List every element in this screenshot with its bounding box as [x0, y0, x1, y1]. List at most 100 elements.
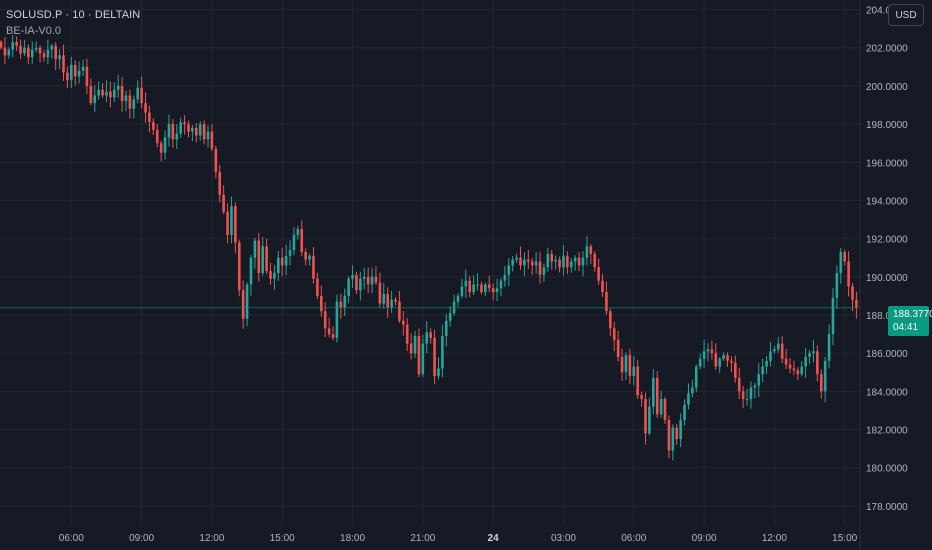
candle-body — [628, 355, 632, 377]
candle-body — [50, 45, 54, 50]
candle-body — [745, 399, 749, 400]
candle-body — [542, 267, 546, 275]
candle-body — [144, 103, 147, 113]
candle-body — [132, 99, 136, 109]
indicator-label[interactable]: BE-IA-V0.0 — [6, 25, 62, 37]
y-tick-label: 204.0000 — [866, 6, 908, 17]
y-tick-label: 188.0000 — [866, 311, 908, 322]
candle-body — [847, 261, 850, 287]
candle-body — [843, 252, 846, 262]
candle-body — [409, 343, 413, 354]
candle-body — [277, 257, 280, 273]
symbol-title[interactable]: SOLUSD.P · 10 · DELTAIN — [6, 9, 141, 21]
candle-body — [73, 64, 77, 77]
x-tick-label: 15:00 — [832, 533, 857, 544]
time-axis[interactable]: 06:00 09:00 12:00 15:00 18:00 21:00 24 03:00 06:… — [59, 533, 858, 544]
candle-body — [546, 253, 550, 268]
candle-body — [819, 374, 823, 392]
candle-body — [366, 276, 370, 285]
candle-body — [93, 95, 97, 104]
candle-body — [765, 360, 768, 367]
candle-body — [374, 276, 378, 283]
x-tick-label: 18:00 — [340, 533, 365, 544]
candle-body — [566, 255, 569, 268]
candle-body — [3, 47, 7, 56]
candle-body — [491, 288, 495, 293]
candle-body — [538, 261, 542, 275]
candle-body — [495, 288, 499, 293]
candle-body — [839, 252, 843, 273]
candle-body — [694, 366, 698, 388]
candle-body — [624, 355, 628, 373]
candle-body — [58, 55, 61, 60]
x-tick-label: 21:00 — [410, 533, 435, 544]
candle-body — [569, 261, 573, 268]
candle-body — [304, 252, 307, 260]
candle-body — [417, 336, 421, 375]
bar-countdown: 04:41 — [893, 322, 919, 333]
candle-body — [593, 253, 597, 268]
candle-body — [280, 257, 284, 266]
y-tick-label: 200.0000 — [866, 82, 908, 93]
candle-body — [851, 286, 854, 300]
candle-body — [589, 246, 593, 254]
candle-body — [42, 53, 46, 58]
candle-body — [120, 85, 124, 102]
x-tick-label: 06:00 — [59, 533, 84, 544]
candle-body — [515, 257, 518, 260]
candle-body — [562, 255, 565, 268]
x-tick-label: 06:00 — [621, 533, 646, 544]
candle-body — [105, 91, 108, 96]
candle-body — [351, 274, 354, 279]
candle-body — [429, 332, 432, 338]
candle-body — [30, 49, 34, 58]
candle-body — [413, 336, 417, 354]
last-price-tag: 188.3770 04:41 — [888, 306, 932, 336]
candle-body — [253, 240, 257, 258]
candle-body — [331, 334, 335, 338]
candle-body — [722, 355, 725, 359]
candle-body — [46, 49, 50, 58]
candle-body — [687, 393, 690, 405]
candle-body — [749, 387, 753, 399]
candle-body — [34, 47, 38, 50]
x-tick-label: 12:00 — [762, 533, 787, 544]
candle-body — [597, 267, 600, 281]
candle-body — [655, 378, 659, 415]
y-tick-label: 192.0000 — [866, 235, 908, 246]
candle-body — [355, 274, 358, 291]
candle-body — [312, 255, 315, 279]
candle-body — [234, 206, 237, 243]
candle-body — [206, 131, 210, 140]
candle-body — [140, 87, 143, 104]
candle-body — [605, 292, 608, 312]
candle-body — [550, 253, 554, 262]
last-price-value: 188.3770 — [893, 309, 932, 320]
candle-body — [38, 47, 42, 54]
candle-body — [753, 385, 757, 388]
x-tick-label: 09:00 — [692, 533, 717, 544]
candle-body — [386, 294, 389, 308]
y-tick-label: 184.0000 — [866, 387, 908, 398]
candle-body — [230, 206, 233, 235]
candle-body — [155, 129, 159, 144]
candle-body — [54, 45, 57, 60]
candle-body — [448, 313, 452, 321]
candle-body — [659, 399, 663, 415]
candle-body — [210, 131, 214, 149]
candle-body — [112, 89, 116, 98]
candle-body — [702, 351, 706, 359]
y-tick-label: 190.0000 — [866, 273, 908, 284]
candle-body — [339, 301, 343, 308]
candle-body — [644, 399, 647, 434]
candle-body — [734, 362, 737, 378]
candles — [0, 34, 858, 461]
currency-button[interactable]: USD — [888, 4, 924, 26]
price-axis[interactable]: 178.0000 180.0000 182.0000 184.0000 186.0000… — [859, 0, 908, 550]
candle-body — [265, 246, 268, 272]
candle-body — [292, 234, 296, 251]
candle-body — [202, 124, 206, 140]
candle-body — [737, 378, 741, 392]
candle-body — [152, 122, 155, 130]
